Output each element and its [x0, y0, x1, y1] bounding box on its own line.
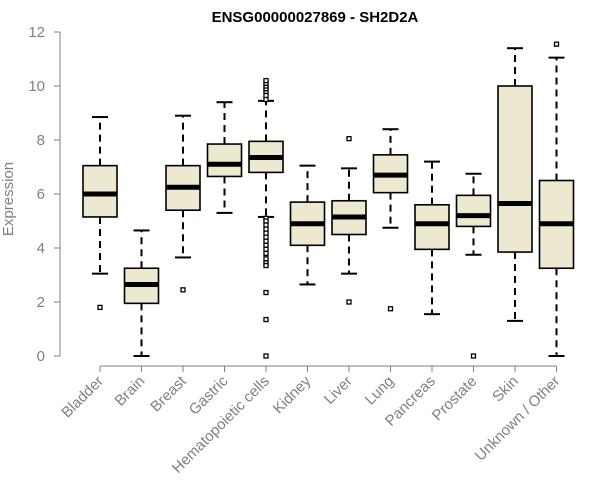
- y-axis: 0 2 4 6 8 10 12: [28, 24, 61, 365]
- y-axis-label: Expression: [0, 162, 17, 236]
- outlier-point: [263, 222, 269, 228]
- outlier-point: [263, 353, 269, 359]
- x-tick-label: Liver: [321, 373, 356, 408]
- x-tick-label: Breast: [147, 372, 190, 415]
- outlier-point: [263, 242, 269, 248]
- outlier-point: [97, 304, 103, 311]
- y-tick-label: 6: [37, 186, 45, 203]
- box-group: [497, 47, 533, 322]
- box-group: [165, 114, 201, 293]
- x-tick-label: Skin: [489, 373, 522, 406]
- outlier-point: [263, 230, 269, 236]
- box-group: [123, 229, 160, 357]
- outlier-point: [263, 238, 269, 244]
- x-tick-label: Prostate: [429, 373, 481, 425]
- outlier-point: [470, 353, 477, 359]
- box-group: [331, 135, 367, 305]
- chart-title: ENSG00000027869 - SH2D2A: [212, 9, 419, 26]
- outlier-point: [553, 41, 560, 47]
- box-group: [538, 41, 575, 357]
- box-group: [289, 164, 326, 286]
- plot-area: [82, 41, 575, 359]
- x-tick-label: Lung: [362, 373, 398, 409]
- outlier-point: [346, 299, 352, 305]
- outlier-point: [263, 316, 269, 323]
- box-group: [414, 160, 450, 316]
- outlier-point: [263, 289, 269, 296]
- y-tick-label: 12: [28, 24, 45, 41]
- y-tick-label: 0: [37, 348, 45, 365]
- box: [82, 164, 118, 218]
- outlier-point: [263, 262, 269, 269]
- x-tick-label: Kidney: [270, 372, 315, 417]
- box: [455, 194, 492, 228]
- y-tick-label: 2: [37, 294, 45, 311]
- box-group: [206, 101, 243, 214]
- outlier-point: [263, 77, 269, 84]
- x-tick-label: Bladder: [58, 373, 107, 422]
- box-group: [248, 77, 284, 359]
- x-tick-label: Brain: [112, 373, 149, 410]
- outlier-point: [263, 256, 269, 262]
- y-tick-label: 8: [37, 132, 45, 149]
- outlier-point: [263, 218, 269, 224]
- outlier-point: [180, 287, 186, 293]
- box: [206, 143, 243, 178]
- outlier-point: [263, 250, 269, 257]
- box-group: [372, 128, 409, 312]
- outlier-point: [346, 135, 352, 142]
- outlier-point: [387, 306, 394, 312]
- box: [497, 85, 533, 253]
- y-tick-label: 4: [37, 240, 45, 257]
- outlier-point: [263, 234, 269, 240]
- outlier-point: [263, 96, 269, 103]
- box-group: [455, 172, 492, 359]
- box-group: [82, 116, 118, 311]
- box: [414, 204, 450, 251]
- y-tick-label: 10: [28, 78, 45, 95]
